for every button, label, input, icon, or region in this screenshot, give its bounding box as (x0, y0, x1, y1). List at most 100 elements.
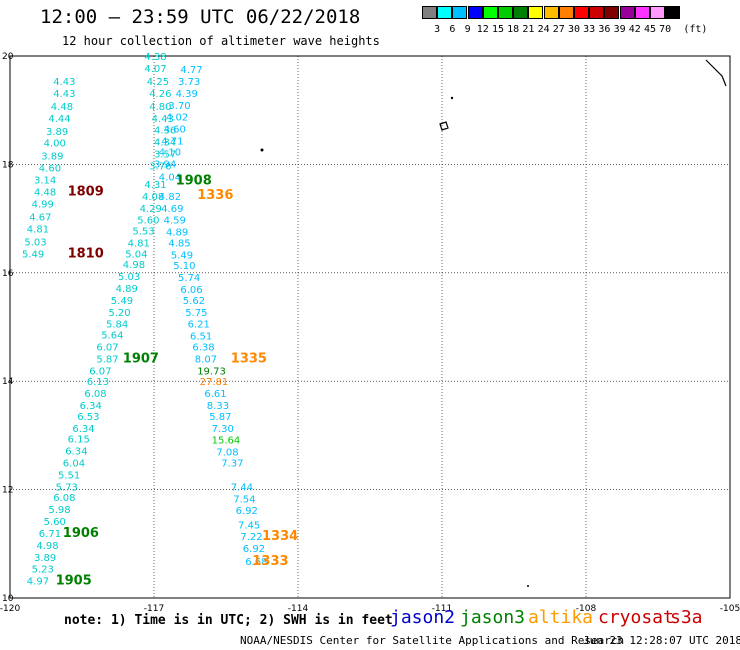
wave-height-label: 7.37 (221, 459, 243, 470)
wave-height-label: 4.38 (144, 52, 166, 63)
satellite-legend-item: cryosat (598, 607, 674, 628)
wave-height-label: 4.85 (168, 238, 190, 249)
footer-note: note: 1) Time is in UTC; 2) SWH is in fe… (64, 613, 393, 628)
scale-swatch (452, 6, 468, 19)
wave-height-label: 7.45 (238, 520, 260, 531)
wave-height-label: 6.21 (188, 320, 210, 331)
wave-height-label: 6.06 (180, 285, 202, 296)
scale-swatch (498, 6, 513, 19)
pass-time-label: 1809 (68, 185, 104, 200)
scale-label: 33 (583, 24, 596, 35)
scale-label: 27 (552, 24, 565, 35)
wave-height-label: 4.59 (164, 216, 186, 227)
wave-height-label: 4.44 (48, 114, 70, 125)
lon-tick-label: -120 (0, 604, 20, 614)
wave-height-label: 6.53 (77, 412, 99, 423)
wave-height-label: 3.14 (34, 176, 56, 187)
wave-height-label: 6.34 (65, 447, 87, 458)
wave-height-label: 6.34 (80, 401, 102, 412)
island-dot (260, 148, 264, 152)
scale-swatch (604, 6, 620, 19)
wave-height-label: 5.20 (108, 308, 130, 319)
wave-height-label: 6.07 (96, 343, 118, 354)
wave-height-label: 4.31 (144, 180, 166, 191)
island-dot (450, 96, 454, 100)
wave-height-label: 6.68 (245, 557, 267, 568)
lon-tick-label: -108 (576, 604, 597, 614)
scale-swatch (574, 6, 589, 19)
wave-height-label: 4.02 (166, 113, 188, 124)
credit-line: NOAA/NESDIS Center for Satellite Applica… (240, 634, 625, 647)
wave-height-label: 5.49 (22, 249, 44, 260)
island-outline (439, 121, 449, 131)
wave-height-label: 6.04 (63, 459, 85, 470)
lat-tick-label: 10 (2, 594, 14, 604)
satellite-legend-item: jason3 (460, 607, 526, 628)
wave-height-label: 4.80 (149, 102, 171, 113)
wave-height-label: 4.69 (161, 204, 183, 215)
wave-height-label: 6.08 (53, 493, 75, 504)
wave-height-label: 19.73 (197, 366, 226, 377)
scale-swatch (589, 6, 605, 19)
scale-swatch (650, 6, 665, 19)
scale-label: 6 (449, 24, 456, 35)
wave-height-label: 27.81 (200, 377, 229, 388)
scale-swatch (437, 6, 453, 19)
pass-time-label: 1334 (262, 529, 298, 544)
wave-height-label: 5.03 (24, 237, 46, 248)
wave-height-label: 6.34 (72, 424, 94, 435)
wave-height-label: 3.89 (46, 127, 68, 138)
scale-swatch (543, 6, 559, 19)
wave-height-label: 4.99 (32, 199, 54, 210)
scale-swatch (482, 6, 498, 19)
scale-swatch (513, 6, 529, 19)
scale-swatch (467, 6, 483, 19)
wave-height-label: 4.43 (152, 114, 174, 125)
wave-height-label: 15.64 (212, 436, 241, 447)
map-subtitle: 12 hour collection of altimeter wave hei… (62, 34, 380, 48)
wave-height-label: 4.04 (159, 172, 181, 183)
scale-swatch (558, 6, 574, 19)
wave-height-label: 5.53 (132, 227, 154, 238)
scale-label: 45 (643, 24, 657, 35)
scale-swatch (665, 6, 681, 19)
scale-label: 21 (522, 24, 535, 35)
wave-height-label: 4.98 (36, 541, 58, 552)
wave-height-label: 5.49 (171, 250, 193, 261)
wave-height-label: 8.33 (207, 401, 229, 412)
wave-height-label: 5.75 (185, 308, 207, 319)
wave-height-label: 4.97 (27, 577, 49, 588)
wave-height-label: 3.89 (41, 152, 63, 163)
wave-height-label: 3.57 (154, 150, 176, 161)
scale-label: 12 (476, 24, 489, 35)
wave-height-label: 6.07 (89, 366, 111, 377)
pass-time-label: 1333 (252, 554, 288, 569)
wave-height-label: 3.76 (149, 161, 171, 172)
lat-tick-label: 18 (2, 160, 14, 170)
wave-height-label: 4.67 (29, 212, 51, 223)
wave-height-label: 5.87 (209, 412, 231, 423)
map-frame (9, 55, 731, 599)
wave-height-label: 6.71 (39, 529, 61, 540)
wave-height-label: 4.89 (116, 284, 138, 295)
wave-height-label: 3.94 (154, 159, 176, 170)
wave-height-label: 3.89 (34, 553, 56, 564)
pass-time-label: 1908 (176, 174, 212, 189)
wave-height-label: 7.30 (212, 424, 234, 435)
pass-time-label: 1336 (197, 188, 233, 203)
wave-height-label: 4.60 (39, 164, 61, 175)
wave-height-label: 6.61 (204, 389, 226, 400)
scale-label: 18 (507, 24, 520, 35)
wave-height-label: 5.60 (44, 517, 66, 528)
wave-height-label: 6.51 (190, 332, 212, 343)
scale-swatch (619, 6, 635, 19)
wave-height-label: 4.71 (161, 137, 183, 148)
satellite-legend-item: jason2 (390, 607, 456, 628)
wave-height-label: 7.44 (231, 482, 253, 493)
satellite-legend-item: altika (528, 607, 594, 628)
wave-height-label: 5.04 (125, 249, 147, 260)
scale-label: 70 (659, 24, 672, 35)
wave-height-label: 5.23 (32, 565, 54, 576)
lat-tick-label: 14 (2, 377, 14, 387)
wave-height-label: 4.29 (140, 204, 162, 215)
